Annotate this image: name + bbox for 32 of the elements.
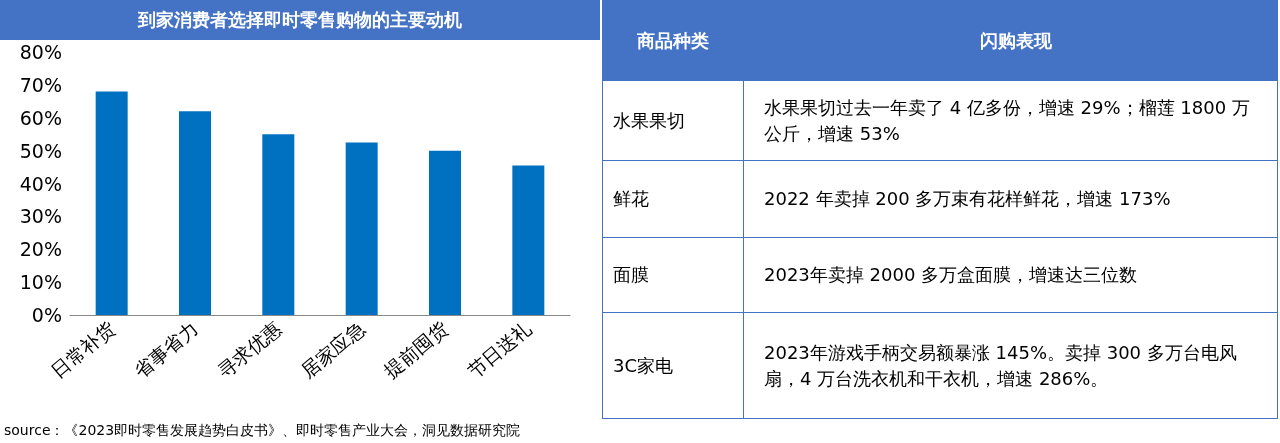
y-tick-label: 40% — [19, 172, 62, 195]
y-tick-label: 70% — [19, 73, 62, 96]
bar — [512, 165, 545, 315]
y-tick-label: 10% — [19, 271, 62, 294]
y-tick-label: 60% — [19, 106, 62, 129]
x-tick-label: 节日送礼 — [463, 316, 536, 383]
x-tick-label: 居家应急 — [296, 316, 369, 383]
chart-title: 到家消费者选择即时零售购物的主要动机 — [0, 0, 600, 40]
text: 3C家电 — [602, 312, 744, 419]
text: 2023年卖掉 2000 多万盒面膜，增速达三位数 — [743, 237, 1278, 313]
text: 2022 年卖掉 200 多万束有花样鲜花，增速 173% — [743, 160, 1278, 238]
y-tick-label: 80% — [19, 41, 62, 63]
text: 水果果切 — [602, 80, 744, 161]
text: 面膜 — [602, 237, 744, 313]
bar — [345, 142, 378, 315]
text: 商品种类 — [602, 0, 744, 81]
text: 2023年游戏手柄交易额暴涨 145%。卖掉 300 多万台电风扇，4 万台洗衣机和干衣机，增速 286%。 — [743, 312, 1278, 419]
bar — [95, 91, 128, 315]
text: 水果果切过去一年卖了 4 亿多份，增速 29%；榴莲 1800 万公斤，增速 53% — [743, 80, 1278, 161]
y-tick-label: 20% — [19, 238, 62, 261]
bar — [429, 150, 461, 315]
y-tick-label: 30% — [19, 205, 62, 228]
x-tick-label: 提前囤货 — [379, 316, 453, 383]
source-note: source：《2023即时零售发展趋势白皮书》、即时零售产业大会，洞见数据研究院 — [4, 422, 521, 440]
x-tick-label: 寻求优惠 — [213, 316, 286, 383]
y-tick-label: 50% — [19, 139, 62, 162]
bar — [179, 111, 211, 315]
text: 鲜花 — [602, 160, 744, 238]
text: 闪购表现 — [743, 0, 1278, 81]
x-tick-label: 省事省力 — [129, 316, 203, 383]
bar — [262, 134, 295, 315]
y-tick-label: 0% — [31, 304, 62, 326]
